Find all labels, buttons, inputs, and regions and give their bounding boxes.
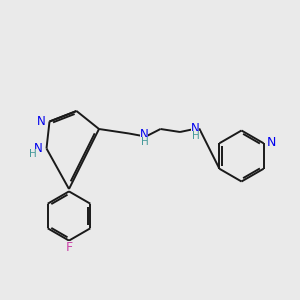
- Text: N: N: [266, 136, 276, 149]
- Text: H: H: [29, 149, 37, 159]
- Text: N: N: [37, 115, 46, 128]
- Text: F: F: [65, 241, 73, 254]
- Text: N: N: [140, 128, 148, 141]
- Text: N: N: [34, 142, 43, 155]
- Text: N: N: [190, 122, 200, 135]
- Text: H: H: [192, 131, 200, 141]
- Text: H: H: [141, 137, 149, 147]
